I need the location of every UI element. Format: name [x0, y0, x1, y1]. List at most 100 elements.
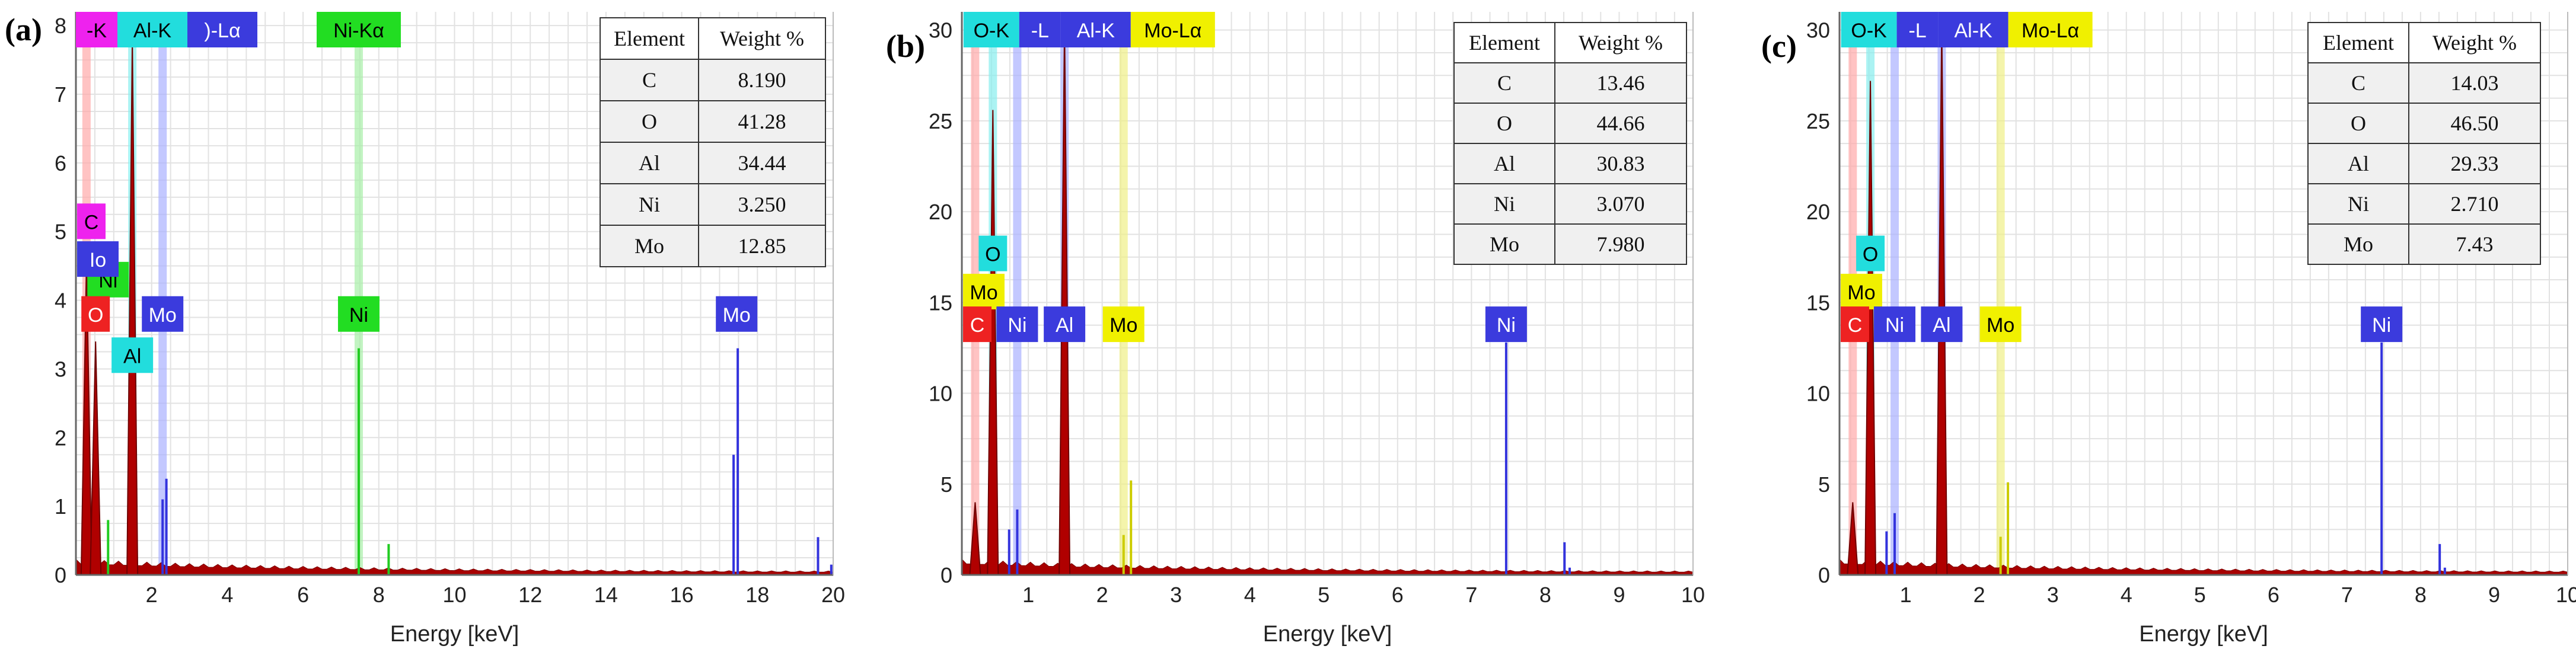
- element-tag-bg: [716, 296, 758, 332]
- x-tick-label: 8: [2415, 583, 2427, 607]
- element-tag-bg: [76, 12, 117, 47]
- y-tick-label: 10: [929, 382, 952, 406]
- x-tick-label: 6: [1392, 583, 1404, 607]
- element-tag-bg: [1044, 306, 1086, 343]
- line-label: Mo-Lα: [2008, 12, 2093, 47]
- element-marker: C: [1841, 306, 1869, 343]
- table-cell: 34.44: [738, 151, 786, 175]
- x-tick-label: 18: [745, 583, 769, 607]
- table-row: [1453, 62, 1687, 104]
- table-cell: C: [642, 68, 656, 92]
- line-label: Al-K: [1938, 12, 2008, 47]
- x-tick-label: 20: [821, 583, 845, 607]
- table-row: [600, 183, 826, 226]
- table-cell: 41.28: [738, 110, 786, 133]
- element-band: [1890, 12, 1899, 575]
- line-label: Al-K: [1060, 12, 1131, 47]
- table-cell: O: [1497, 111, 1512, 135]
- element-tag-text: O-K: [974, 20, 1010, 42]
- y-tick-label: 10: [1806, 382, 1830, 406]
- table-cell: O: [2351, 111, 2366, 135]
- element-tag-text: Ni: [1497, 314, 1516, 337]
- table-cell: Al: [1494, 152, 1515, 175]
- element-tag-text: Mo: [723, 304, 751, 327]
- element-marker: Mo: [142, 296, 184, 332]
- element-tag-bg: [1979, 306, 2022, 343]
- element-tag-bg: [1130, 12, 1215, 47]
- element-tag-text: C: [970, 314, 985, 337]
- x-tick-label: 2: [1974, 583, 1985, 607]
- table-cell: 13.46: [1597, 71, 1645, 95]
- line-label: O-K: [1841, 12, 1897, 47]
- table-header: Weight %: [1579, 31, 1663, 55]
- table-cell: 8.190: [738, 68, 786, 92]
- element-marker: O: [1856, 235, 1885, 271]
- y-tick-label: 30: [1806, 18, 1830, 43]
- panel-label: (a): [5, 12, 42, 47]
- element-tag-text: Ni-Kα: [333, 20, 384, 42]
- table-cell: C: [1497, 71, 1512, 95]
- element-marker: C: [963, 306, 991, 343]
- element-marker: Mo: [963, 273, 1005, 309]
- element-tag-text: Mo: [1847, 282, 1875, 304]
- element-marker: Ni: [2361, 306, 2403, 343]
- table-cell: 29.33: [2451, 152, 2499, 175]
- table-cell: Mo: [635, 234, 664, 258]
- table-cell: Mo: [2344, 232, 2373, 256]
- x-tick-label: 4: [2121, 583, 2132, 607]
- element-tag-text: O: [985, 244, 1000, 266]
- y-tick-label: 15: [929, 290, 952, 315]
- element-tag-text: Mo: [1987, 314, 2014, 337]
- y-tick-label: 2: [55, 426, 66, 450]
- x-tick-label: 7: [1465, 583, 1477, 607]
- table-cell: 12.85: [738, 234, 786, 258]
- element-tag-bg: [978, 235, 1008, 271]
- element-tag-text: O-K: [1851, 20, 1887, 42]
- element-tag-text: Ni: [2372, 314, 2391, 337]
- element-tag-text: C: [84, 211, 99, 234]
- line-label: )-Lα: [187, 12, 257, 47]
- element-tag-bg: [77, 241, 119, 277]
- table-cell: Ni: [1494, 192, 1515, 216]
- table-row: [600, 225, 826, 267]
- weight-table: Element Weight % C 13.46 O 44.66 Al 30.83 Ni 3.07…: [1453, 22, 1687, 265]
- x-tick-label: 3: [1170, 583, 1182, 607]
- table-row: [1453, 103, 1687, 144]
- element-tag-bg: [187, 12, 257, 47]
- table-cell: 7.43: [2456, 232, 2494, 256]
- element-marker: Ni: [337, 296, 380, 332]
- y-tick-label: 7: [55, 82, 66, 107]
- element-tag-bg: [1060, 12, 1131, 47]
- line-label: -K: [76, 12, 117, 47]
- table-row: [2307, 143, 2541, 184]
- y-tick-label: 0: [941, 563, 952, 587]
- element-band: [354, 12, 363, 575]
- element-tag-bg: [1874, 306, 1916, 343]
- x-tick-label: 5: [2194, 583, 2206, 607]
- table-cell: 2.710: [2451, 192, 2499, 216]
- y-tick-label: 3: [55, 357, 66, 381]
- element-tag-text: Mo: [1110, 314, 1137, 337]
- table-row: [600, 100, 826, 143]
- element-tag-text: Al-K: [1077, 20, 1115, 42]
- table-cell: 46.50: [2451, 111, 2499, 135]
- table-row: [2307, 183, 2541, 225]
- line-label: Mo-Lα: [1130, 12, 1215, 47]
- table-row: [600, 142, 826, 184]
- element-marker: Ni: [1485, 306, 1527, 343]
- x-axis-title: Energy [keV]: [1263, 622, 1392, 647]
- line-label: -L: [1019, 12, 1061, 47]
- table-row: [1453, 22, 1687, 63]
- panel-label: (b): [886, 28, 925, 64]
- spectrum-continuum: [961, 558, 1694, 576]
- x-tick-label: 1: [1900, 583, 1912, 607]
- element-tag-bg: [142, 296, 184, 332]
- line-label: Ni-Kα: [316, 12, 401, 47]
- element-band: [1996, 12, 2005, 575]
- element-tag-bg: [1921, 306, 1963, 343]
- y-tick-label: 0: [1818, 563, 1830, 587]
- element-tag-text: Al: [1056, 314, 1073, 337]
- element-tag-text: Ni: [1008, 314, 1026, 337]
